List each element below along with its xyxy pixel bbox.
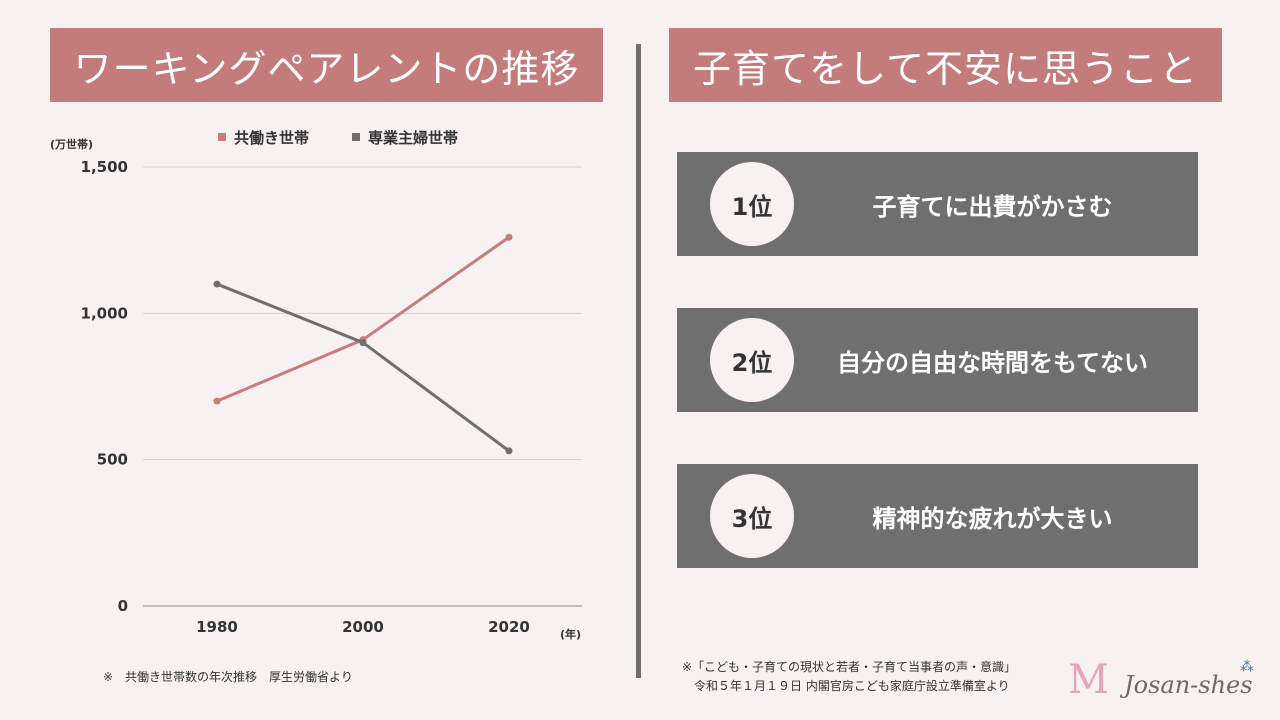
x-tick-label: 1980: [196, 618, 238, 636]
x-tick-label: 2020: [488, 618, 530, 636]
grid: [143, 166, 582, 607]
rank-card-2: 2位 自分の自由な時間をもてない: [677, 308, 1198, 412]
rank-card-1: 1位 子育てに出費がかさむ: [677, 152, 1198, 256]
legend-swatch: [218, 133, 226, 141]
rank-badge: 1位: [710, 162, 794, 246]
brand-logo: M Josan-shes ⁂: [1062, 655, 1272, 715]
logo-mark: M: [1068, 657, 1109, 703]
series-line-2: [216, 282, 510, 453]
data-point: [359, 339, 367, 347]
y-unit-label: (万世帯): [50, 137, 93, 151]
data-point: [213, 280, 221, 288]
y-ticks: 0 500 1,000 1,500: [81, 158, 128, 615]
sparkle-icon: ⁂: [1240, 659, 1254, 675]
legend-swatch: [352, 133, 360, 141]
rank-text: 自分の自由な時間をもてない: [836, 348, 1149, 377]
x-ticks: 1980 2000 2020: [196, 618, 530, 636]
legend-label: 専業主婦世帯: [368, 129, 458, 147]
data-point: [213, 397, 221, 405]
divider: [636, 44, 641, 678]
rank-badge: 2位: [710, 318, 794, 402]
rank-card-3: 3位 精神的な疲れが大きい: [677, 464, 1198, 568]
y-tick-label: 1,500: [81, 158, 128, 176]
rank-badge: 3位: [710, 474, 794, 558]
series-line-1: [216, 236, 510, 403]
legend: 共働き世帯 専業主婦世帯: [218, 129, 458, 147]
ranking-title: 子育てをして不安に思うこと: [669, 28, 1222, 102]
logo-text: Josan-shes: [1124, 671, 1253, 699]
y-tick-label: 0: [118, 597, 128, 615]
x-unit-label: (年): [560, 627, 581, 641]
data-point: [505, 447, 513, 455]
survey-source-note: ※「こども・子育ての現状と若者・子育て当事者の声・意識」 令和５年１月１９日 内…: [682, 658, 1016, 696]
chart-title: ワーキングペアレントの推移: [50, 28, 603, 102]
y-tick-label: 500: [97, 451, 128, 469]
source-line: ※「こども・子育ての現状と若者・子育て当事者の声・意識」: [682, 660, 1017, 674]
rank-text: 子育てに出費がかさむ: [872, 192, 1113, 221]
series-lines: [213, 233, 513, 455]
chart-source-note: ※ 共働き世帯数の年次推移 厚生労働省より: [103, 670, 353, 684]
rank-text: 精神的な疲れが大きい: [872, 504, 1113, 533]
legend-label: 共働き世帯: [234, 129, 309, 147]
y-tick-label: 1,000: [81, 304, 128, 322]
line-chart: (万世帯) 共働き世帯 専業主婦世帯 0 500 1,000 1,500 1980 200…: [50, 129, 582, 641]
x-tick-label: 2000: [342, 618, 384, 636]
source-line: 令和５年１月１９日 内閣官房こども家庭庁設立準備室より: [694, 679, 1010, 693]
data-point: [505, 233, 513, 241]
